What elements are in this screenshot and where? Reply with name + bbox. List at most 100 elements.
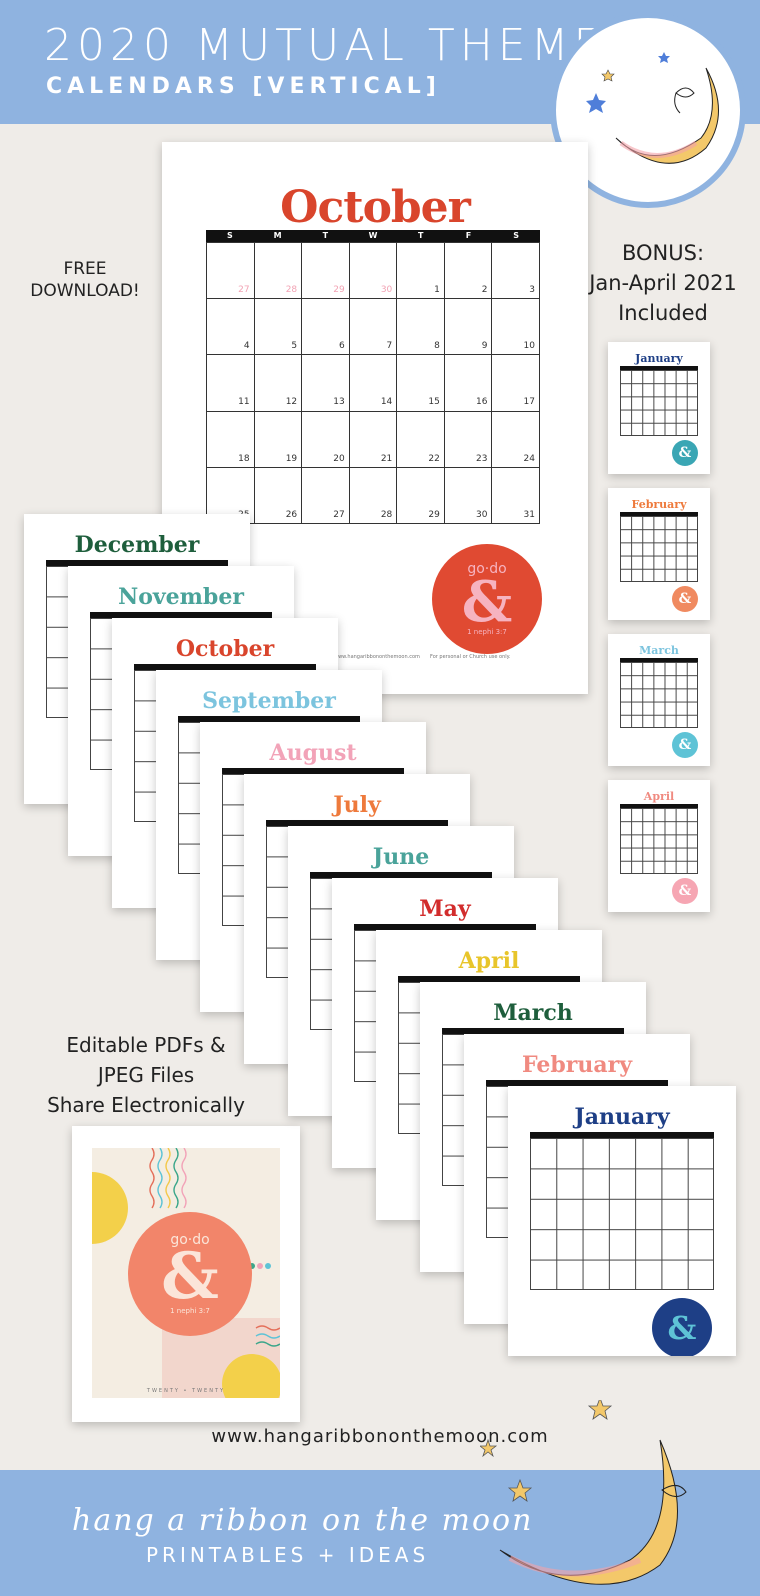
footer-use: For personal or Church use only.: [430, 654, 511, 660]
day-cell: 30: [349, 243, 398, 300]
go-do-badge: &: [652, 1298, 712, 1356]
calendar-grid: [530, 1138, 714, 1290]
badge-go-do: go·do: [467, 561, 507, 577]
poster-artwork: go·do & 1 nephi 3:7 TWENTY • TWENTY: [92, 1148, 280, 1398]
moon-icon: [480, 1400, 687, 1585]
month-title: August: [269, 740, 357, 766]
weekday-label: T: [418, 231, 424, 240]
go-do-badge: &: [672, 878, 698, 904]
day-cell: 27: [302, 467, 350, 524]
day-cell: 2: [444, 243, 493, 300]
weekday-bar: [46, 560, 228, 566]
note-line: Share Electronically: [47, 1093, 245, 1117]
day-cell: 5: [254, 299, 303, 356]
calendar-grid: [620, 370, 698, 436]
go-do-badge: go·do & 1 nephi 3:7: [128, 1212, 252, 1336]
month-title: March: [639, 644, 679, 657]
site-url[interactable]: www.hangaribbononthemoon.com: [211, 1426, 549, 1447]
day-cell: 29: [302, 243, 350, 300]
note-line: DOWNLOAD!: [30, 281, 140, 301]
day-cell: 27: [207, 243, 255, 300]
weekday-bar: [620, 804, 698, 808]
month-title: April: [458, 948, 520, 974]
go-do-badge: &: [672, 440, 698, 466]
weekday-bar: [310, 872, 492, 878]
day-cell: 23: [444, 411, 493, 468]
ampersand-icon: &: [678, 591, 692, 607]
day-cell: 6: [302, 299, 350, 356]
day-cell: 10: [492, 299, 540, 356]
footer-brand: hang a ribbon on the moon: [72, 1503, 534, 1538]
bonus-calendar-page: February &: [608, 488, 710, 620]
ampersand-icon: &: [678, 445, 692, 461]
month-title: February: [521, 1052, 632, 1078]
calendar-grid: [620, 516, 698, 582]
day-cell: 9: [444, 299, 493, 356]
weekday-label: S: [226, 231, 233, 240]
note-line: BONUS:: [621, 241, 705, 265]
weekday-bar: [398, 976, 580, 982]
day-cell: 20: [302, 411, 350, 468]
day-cell: 24: [492, 411, 540, 468]
ampersand-icon: &: [678, 737, 692, 753]
month-title: July: [333, 792, 381, 818]
month-title: October: [280, 182, 471, 233]
day-cell: 29: [397, 467, 445, 524]
calendar-grid: 27 28 29 30 1 2 3 4 5 6 7 8 9 10 11 12 13 14 15 16 17 18 19 20 2…: [206, 242, 540, 524]
weekday-bar: [222, 768, 404, 774]
day-cell: 15: [397, 355, 445, 412]
note-line: FREE: [63, 259, 107, 279]
weekday-bar: [134, 664, 316, 670]
footer-site: www.hangaribbononthemoon.com: [334, 654, 420, 660]
month-title: January: [574, 1104, 670, 1130]
weekday-bar: [620, 512, 698, 516]
day-cell: 21: [349, 411, 398, 468]
day-cell: 4: [207, 299, 255, 356]
weekday-bar: [620, 658, 698, 662]
weekday-label: F: [465, 231, 472, 240]
go-do-badge: &: [672, 732, 698, 758]
ampersand-icon: &: [678, 883, 692, 899]
day-cell: 1: [397, 243, 445, 300]
day-cell: 28: [254, 243, 303, 300]
day-cell: 22: [397, 411, 445, 468]
note-line: JPEG Files: [97, 1063, 195, 1087]
bonus-calendar-page: March &: [608, 634, 710, 766]
badge-go-do: go·do: [170, 1232, 210, 1248]
badge-scripture: 1 nephi 3:7: [170, 1307, 210, 1315]
day-cell: 28: [349, 467, 398, 524]
day-cell: 3: [492, 243, 540, 300]
calendar-grid: [620, 808, 698, 874]
day-cell: 26: [254, 467, 303, 524]
weekday-label: S: [513, 231, 520, 240]
badge-scripture: 1 nephi 3:7: [467, 628, 507, 636]
weekday-bar: [442, 1028, 624, 1034]
weekday-bar: [620, 366, 698, 370]
weekday-label: M: [273, 231, 282, 240]
weekday-bar: [266, 820, 448, 826]
month-title: December: [74, 532, 200, 558]
weekday-bar: [354, 924, 536, 930]
page-subtitle: CALENDARS [VERTICAL]: [46, 74, 441, 99]
go-do-badge: &: [672, 586, 698, 612]
month-calendar-page: January &: [508, 1086, 736, 1356]
ampersand-icon: &: [161, 1239, 219, 1314]
day-cell: 18: [207, 411, 255, 468]
note-line: Jan-April 2021: [589, 271, 737, 295]
footer-tagline: PRINTABLES + IDEAS: [146, 1543, 430, 1567]
day-cell: 30: [444, 467, 493, 524]
free-download-note: FREE DOWNLOAD!: [22, 258, 148, 302]
month-title: May: [419, 896, 471, 922]
month-title: October: [175, 636, 275, 662]
day-cell: 17: [492, 355, 540, 412]
ampersand-icon: &: [667, 1309, 697, 1347]
day-cell: 11: [207, 355, 255, 412]
editable-note: Editable PDFs & JPEG Files Share Electro…: [40, 1030, 252, 1120]
day-cell: 14: [349, 355, 398, 412]
day-cell: 16: [444, 355, 493, 412]
weekday-bar: [90, 612, 272, 618]
month-title: September: [202, 688, 336, 714]
note-line: Included: [618, 301, 708, 325]
month-title: January: [635, 352, 683, 365]
